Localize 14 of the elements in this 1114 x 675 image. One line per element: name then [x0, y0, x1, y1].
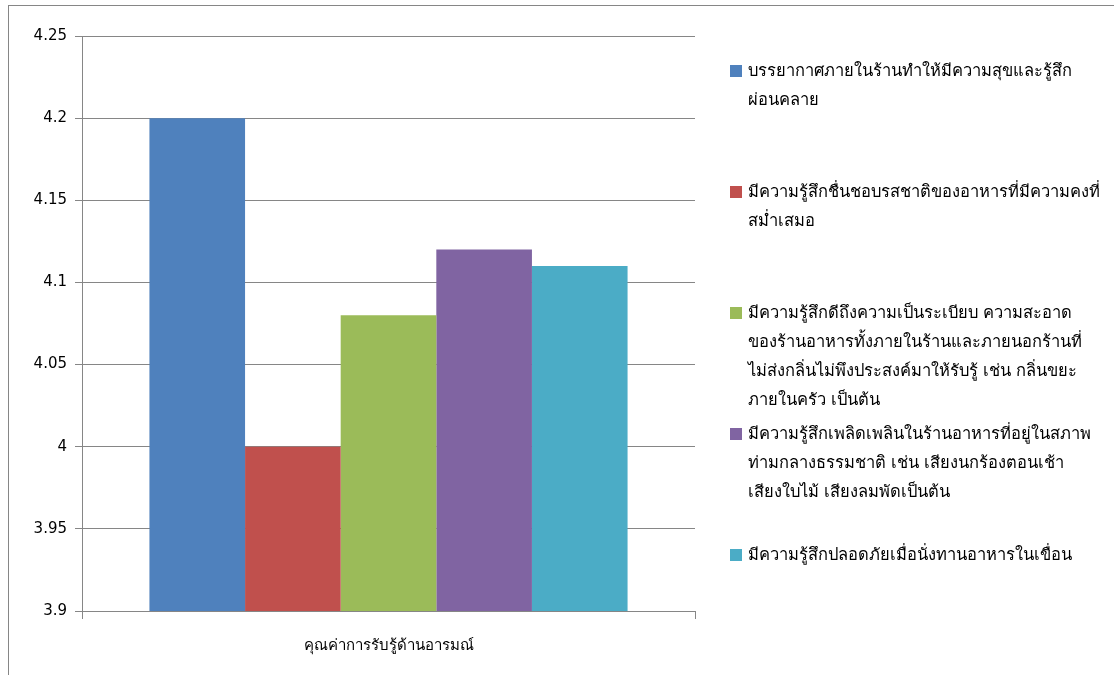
y-tick-label: 4 — [57, 436, 67, 455]
legend-label: มีความรู้สึกดีถึงความเป็นระเบียบ ความสะอาดของร้านอาหารทั้งภายในร้านและภายนอกร้านที่ไม่ส่งกลิ่นไม่พึงประสงค์มาให้รับรู้ เช่น กลิ่นขยะภายในครัว เป็นต้น — [748, 301, 1083, 411]
y-tick-label: 4.1 — [43, 272, 67, 291]
y-tick-label: 4.25 — [33, 25, 67, 44]
y-tick-label: 3.95 — [33, 518, 67, 537]
y-tick-label: 4.15 — [33, 190, 67, 209]
y-tick-label: 4.05 — [33, 354, 67, 373]
legend-label: มีความรู้สึกปลอดภัยเมื่อนั่งทานอาหารในเขื่อน — [748, 542, 1073, 567]
legend-label: มีความรู้สึกชื่นชอบรสชาติของอาหารที่มีความคงที่สม่ำเสมอ — [748, 179, 1100, 232]
y-tick-label: 3.9 — [43, 600, 67, 619]
legend-label: มีความรู้สึกเพลิดเพลินในร้านอาหารที่อยู่ในสภาพท่ามกลางธรรมชาติ เช่น เสียงนกร้องตอนเช้า เสียงใบไม้ เสียงลมพัดเป็นต้น — [748, 421, 1092, 503]
y-tick-label: 4.2 — [43, 108, 67, 127]
legend-label: บรรยากาศภายในร้านทำให้มีความสุขและรู้สึกผ่อนคลาย — [748, 60, 1073, 111]
x-tick-label: คุณค่าการรับรู้ด้านอารมณ์ — [303, 635, 474, 655]
